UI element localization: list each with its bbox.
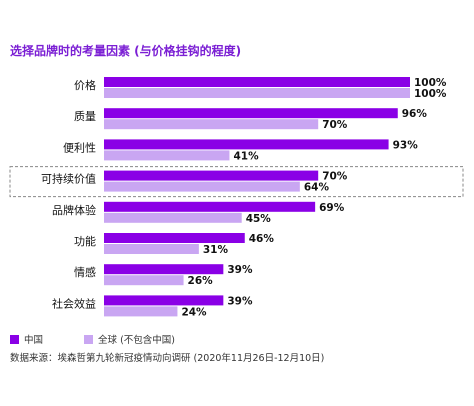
data-source-note: 数据来源：埃森哲第九轮新冠疫情动向调研 (2020年11月26日-12月10日) (10, 353, 325, 364)
bar-china (104, 201, 316, 212)
category-label: 品牌体验 (52, 203, 96, 217)
category-label: 可持续价值 (41, 172, 96, 186)
legend: 中国 全球 (不包含中国) (10, 332, 213, 346)
bar-global (104, 306, 178, 317)
value-label-global: 41% (233, 150, 259, 162)
legend-item-china: 中国 (10, 332, 43, 346)
bar-china (104, 139, 389, 150)
bar-china (104, 108, 398, 119)
bar-global (104, 244, 199, 254)
chart-title: 选择品牌时的考量因素 (与价格挂钩的程度) (10, 44, 242, 58)
value-label-global: 31% (203, 244, 229, 256)
value-label-global: 24% (181, 306, 207, 318)
legend-label-global: 全球 (不包含中国) (98, 335, 175, 346)
legend-label-china: 中国 (24, 335, 44, 346)
value-label-china: 39% (227, 264, 253, 276)
highlight-box (9, 166, 464, 198)
category-label: 质量 (74, 110, 96, 123)
bar-china (104, 264, 224, 275)
category-label: 社会效益 (52, 296, 96, 310)
value-label-china: 46% (249, 233, 275, 245)
bar-global (104, 119, 319, 130)
bar-global (104, 88, 410, 98)
value-label-global: 64% (304, 182, 330, 194)
bar-china (104, 77, 410, 87)
category-label: 便利性 (63, 140, 96, 154)
bar-china (104, 295, 224, 306)
bar-global (104, 181, 300, 192)
value-label-china: 39% (227, 295, 253, 307)
value-label-china: 69% (319, 202, 345, 214)
bar-chart: 价格 100%100%质量 96%70%便利性 93%41%可持续价值 70%64%品牌… (9, 77, 464, 318)
legend-item-global: 全球 (不包含中国) (84, 332, 175, 346)
value-label-global: 70% (322, 119, 348, 131)
value-label-china: 93% (393, 139, 419, 151)
category-label: 功能 (74, 234, 96, 248)
value-label-global: 100% (414, 88, 447, 100)
bar-global (104, 212, 242, 223)
legend-swatch-global (84, 335, 94, 344)
legend-swatch-china (10, 335, 19, 344)
category-label: 情感 (74, 266, 96, 279)
value-label-china: 96% (402, 108, 428, 120)
value-label-global: 26% (188, 275, 214, 287)
bar-global (104, 150, 230, 161)
bar-china (104, 170, 319, 181)
bar-global (104, 275, 184, 286)
value-label-global: 45% (246, 213, 272, 225)
value-label-china: 100% (414, 77, 447, 89)
category-label: 价格 (74, 78, 96, 92)
bar-china (104, 233, 245, 243)
value-label-china: 70% (322, 171, 348, 183)
